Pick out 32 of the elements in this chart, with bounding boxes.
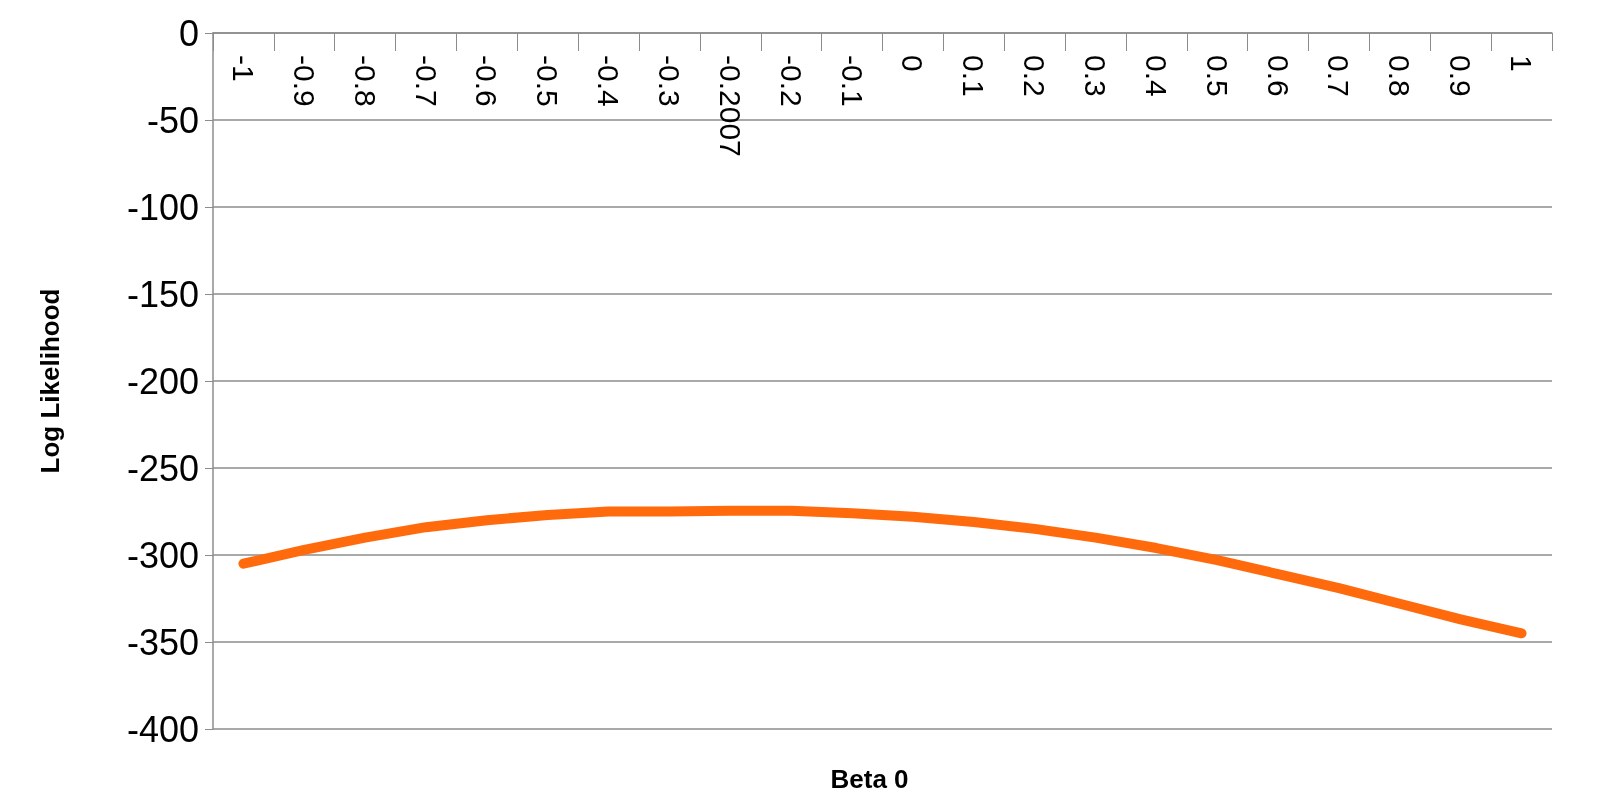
x-tick-label: 0.7 xyxy=(1322,55,1356,97)
x-tick-label: 0 xyxy=(896,55,930,72)
y-tick-label: -50 xyxy=(146,99,199,141)
y-tick-label: -200 xyxy=(126,360,199,402)
x-tick-label: 1 xyxy=(1505,55,1539,72)
x-axis-title: Beta 0 xyxy=(830,764,909,794)
x-tick-label: 0.5 xyxy=(1200,55,1234,97)
y-tick-label: -350 xyxy=(126,621,199,663)
y-tick-label: -400 xyxy=(126,708,199,750)
y-tick-label: -150 xyxy=(126,273,199,315)
x-tick-label: -0.4 xyxy=(592,55,626,107)
x-tick-label: -0.6 xyxy=(470,55,504,107)
x-tick-label: -0.7 xyxy=(409,55,443,107)
x-tick-label: -0.8 xyxy=(348,55,382,107)
x-tick-label: -1 xyxy=(226,55,260,82)
x-tick-label: -0.2007 xyxy=(713,55,747,157)
x-tick-label: -0.5 xyxy=(531,55,565,107)
x-tick-label: 0.3 xyxy=(1079,55,1113,97)
y-axis-title: Log Likelihood xyxy=(35,288,65,474)
x-tick-label: 0.9 xyxy=(1444,55,1478,97)
x-tick-label: 0.6 xyxy=(1261,55,1295,97)
y-tick-label: -250 xyxy=(126,447,199,489)
x-tick-label: 0.2 xyxy=(1018,55,1052,97)
y-tick-label: -100 xyxy=(126,186,199,228)
y-tick-label: -300 xyxy=(126,534,199,576)
x-tick-label: -0.2 xyxy=(774,55,808,107)
x-tick-label: -0.9 xyxy=(287,55,321,107)
x-tick-label: 0.8 xyxy=(1383,55,1417,97)
x-tick-label: -0.1 xyxy=(835,55,869,107)
x-tick-label: -0.3 xyxy=(652,55,686,107)
x-tick-label: 0.1 xyxy=(957,55,991,97)
x-tick-label: 0.4 xyxy=(1139,55,1173,97)
